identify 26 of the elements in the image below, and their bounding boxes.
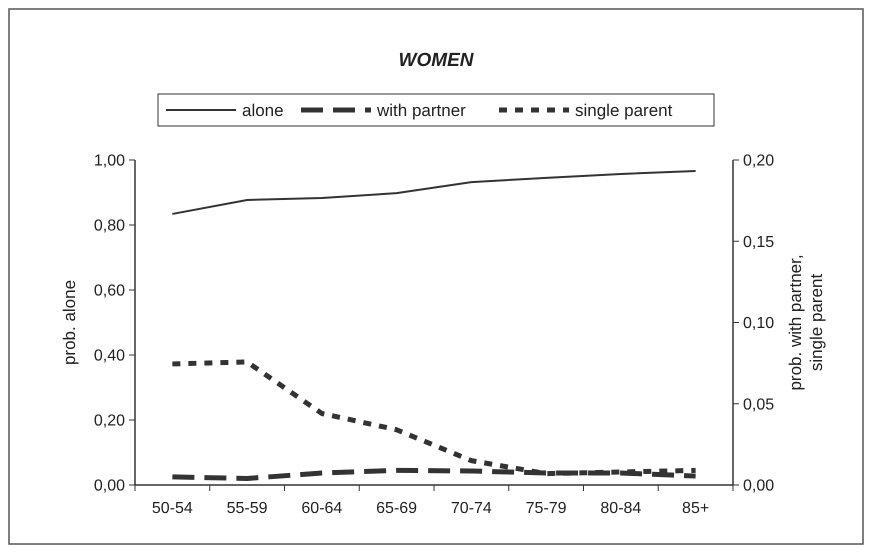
y2-tick-label: 0,05 [743,396,774,414]
y-tick-label: 0,40 [94,348,126,365]
x-tick-label: 70-74 [450,500,492,517]
x-tick-label: 50-54 [152,500,193,517]
x-tick-label: 75-79 [526,500,567,517]
chart-title: WOMEN [398,50,475,71]
y-tick-label: 0,80 [94,218,126,235]
y-tick-label: 0,60 [94,282,126,300]
y2-tick-label: 0,20 [743,152,774,170]
y2-tick-label: 0,15 [743,234,774,251]
x-tick-label: 65-69 [376,500,418,517]
x-tick-label: 55-59 [226,500,268,517]
x-tick-label: 60-64 [301,500,342,517]
y2-tick-label: 0,10 [743,315,774,332]
legend-label: single parent [575,100,673,120]
y-tick-label: 0,20 [94,412,126,430]
y-tick-label: 0,00 [94,478,126,495]
x-tick-label: 80-84 [600,500,642,517]
y-axis-title: prob. alone [60,280,79,366]
y2-axis-title: prob. with partner, single parent [786,254,826,391]
y-tick-label: 1,00 [94,152,126,170]
y2-tick-label: 0,00 [743,478,774,495]
x-tick-label: 85+ [682,500,710,517]
legend-label: with partner [376,100,466,120]
legend-label: alone [242,100,284,120]
line-series [171,170,697,215]
